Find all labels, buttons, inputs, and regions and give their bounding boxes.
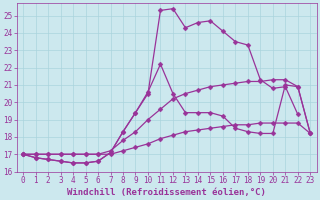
X-axis label: Windchill (Refroidissement éolien,°C): Windchill (Refroidissement éolien,°C) [67, 188, 266, 197]
